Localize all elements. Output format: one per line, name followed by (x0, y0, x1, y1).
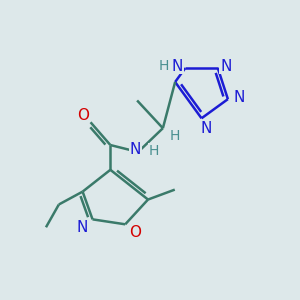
Text: N: N (172, 58, 183, 74)
Text: H: H (158, 59, 169, 73)
Text: N: N (220, 58, 231, 74)
Text: H: H (169, 129, 180, 143)
Text: H: H (149, 144, 159, 158)
Text: N: N (233, 90, 244, 105)
Text: O: O (129, 225, 141, 240)
Text: O: O (76, 108, 88, 123)
Text: N: N (77, 220, 88, 235)
Text: N: N (201, 121, 212, 136)
Text: N: N (130, 142, 141, 157)
